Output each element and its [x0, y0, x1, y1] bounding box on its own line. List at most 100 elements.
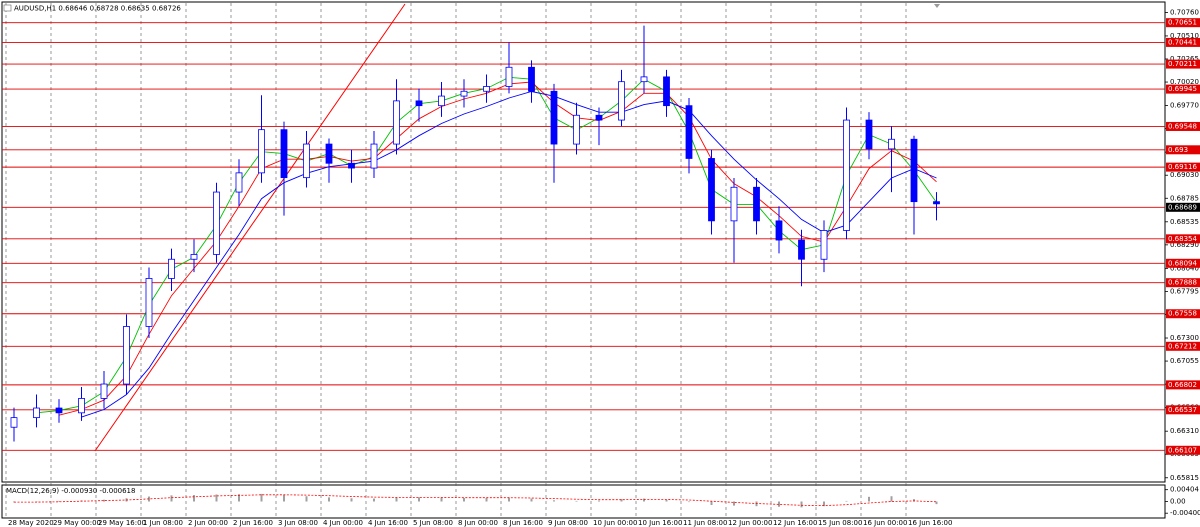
candle-body [168, 258, 175, 279]
macd-title: MACD(12,26,9) -0.000930 -0.000618 [6, 487, 135, 495]
candle-body [933, 201, 940, 205]
candle-body [78, 398, 85, 414]
candle-body [708, 158, 715, 222]
candle-body [753, 186, 760, 222]
level-label-box [1166, 309, 1200, 319]
macd-bar [508, 497, 510, 502]
candle-body [528, 66, 535, 92]
candle-body [798, 239, 805, 260]
marks [10, 25, 940, 508]
x-tick-label: 8 Jun 16:00 [503, 519, 543, 527]
x-tick-label: 2 Jun 16:00 [233, 519, 273, 527]
candle-body [10, 417, 18, 428]
x-tick-label: 10 Jun 00:00 [593, 519, 637, 527]
macd-bar [890, 496, 893, 502]
title-icon [3, 4, 12, 12]
y-tick-label: 0.67300 [1170, 334, 1199, 342]
y-tick-label: 0.66310 [1170, 427, 1199, 435]
macd-bar [463, 497, 465, 502]
level-label: 0.66107 [1168, 446, 1197, 454]
macd-y-tick-label: -0.00400 [1170, 509, 1200, 517]
macd-bar [800, 501, 803, 508]
candle-body [460, 90, 468, 97]
candle-body [483, 86, 490, 92]
macd-bar [688, 501, 690, 503]
candle-body [505, 66, 513, 87]
macd-bar [710, 501, 713, 506]
x-tick-label: 29 May 16:00 [98, 519, 146, 527]
moving-average [58, 81, 937, 416]
x-tick-label: 1 Jun 08:00 [143, 519, 183, 527]
y-tick-label: 0.68040 [1170, 264, 1199, 272]
y-tick-label: 0.65815 [1170, 474, 1199, 482]
y-tick-label: 0.68290 [1170, 241, 1199, 249]
macd-bar [395, 497, 398, 502]
macd-bar [440, 497, 443, 502]
x-tick-label: 9 Jun 08:00 [548, 519, 588, 527]
macd-bar [845, 500, 848, 502]
candle-body [685, 105, 693, 159]
level-label: 0.693 [1168, 146, 1188, 154]
macd-bar [575, 500, 578, 502]
candle-body [663, 76, 670, 107]
y-tick-label: 0.70265 [1170, 55, 1199, 63]
level-label: 0.67212 [1168, 342, 1197, 350]
macd-bar [935, 501, 938, 505]
level-label: 0.68354 [1168, 235, 1197, 243]
level-label-box [1166, 445, 1200, 455]
level-label: 0.70441 [1168, 38, 1197, 46]
level-label-box [1166, 37, 1200, 47]
candle-body [640, 76, 648, 83]
candle-body [865, 119, 873, 150]
level-label-box [1166, 145, 1200, 155]
level-label-box [1166, 234, 1200, 244]
candle-body [393, 100, 400, 145]
macd-bar [305, 496, 308, 502]
level-label: 0.68689 [1168, 203, 1197, 211]
level-label-box [1166, 202, 1200, 212]
y-tick-label: 0.70760 [1170, 8, 1199, 16]
x-tick-label: 4 Jun 16:00 [368, 519, 408, 527]
y-tick-label: 0.70510 [1170, 32, 1199, 40]
levels [2, 22, 1165, 451]
macd-bar [283, 495, 285, 502]
macd-bar [418, 497, 420, 502]
macd-bar [350, 498, 353, 502]
candle-body [888, 138, 895, 150]
candle-body [303, 143, 310, 179]
candle-body [775, 220, 783, 241]
candle-body [618, 81, 625, 121]
x-tick-label: 29 May 00:00 [53, 519, 101, 527]
candle-body [910, 138, 918, 203]
candle-body [100, 383, 108, 399]
macd-bar [598, 500, 600, 502]
level-label: 0.70651 [1168, 19, 1197, 27]
shift-marker [934, 4, 940, 8]
trend-line [94, 3, 406, 452]
candle-body [280, 129, 288, 179]
macd-bar [823, 501, 825, 507]
level-label-box [1166, 84, 1200, 94]
level-label: 0.67558 [1168, 310, 1197, 318]
level-label: 0.68094 [1168, 259, 1197, 267]
price-panel [1, 1, 1166, 483]
x-tick-label: 12 Jun 00:00 [728, 519, 772, 527]
level-label: 0.67888 [1168, 279, 1197, 287]
level-label-box [1166, 258, 1200, 268]
macd-bar [58, 500, 60, 502]
candle-body [33, 407, 40, 419]
macd-bar [530, 498, 533, 502]
candle-body [820, 230, 828, 260]
candle-body [438, 95, 445, 107]
level-label-box [1166, 162, 1200, 172]
x-tick-label: 12 Jun 16:00 [773, 519, 817, 527]
level-label: 0.70211 [1168, 60, 1197, 68]
x-tick-label: 3 Jun 08:00 [278, 519, 318, 527]
macd-bar [373, 498, 375, 502]
level-label: 0.66802 [1168, 381, 1197, 389]
level-label: 0.66537 [1168, 406, 1197, 414]
level-label: 0.69116 [1168, 163, 1197, 171]
x-tick-label: 28 May 2020 [8, 519, 54, 527]
candle-body [415, 100, 423, 107]
macd-bar [733, 501, 735, 506]
